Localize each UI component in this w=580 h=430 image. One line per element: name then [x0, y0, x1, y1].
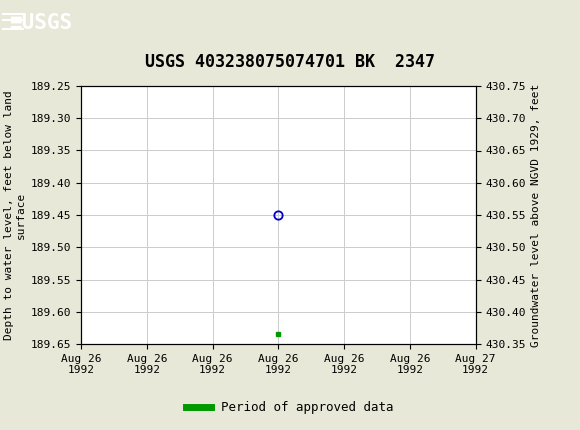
- Y-axis label: Groundwater level above NGVD 1929, feet: Groundwater level above NGVD 1929, feet: [531, 83, 541, 347]
- Text: USGS 403238075074701 BK  2347: USGS 403238075074701 BK 2347: [145, 53, 435, 71]
- Y-axis label: Depth to water level, feet below land
surface: Depth to water level, feet below land su…: [4, 90, 26, 340]
- Legend: Period of approved data: Period of approved data: [181, 396, 399, 419]
- Text: ≡USGS: ≡USGS: [9, 12, 72, 33]
